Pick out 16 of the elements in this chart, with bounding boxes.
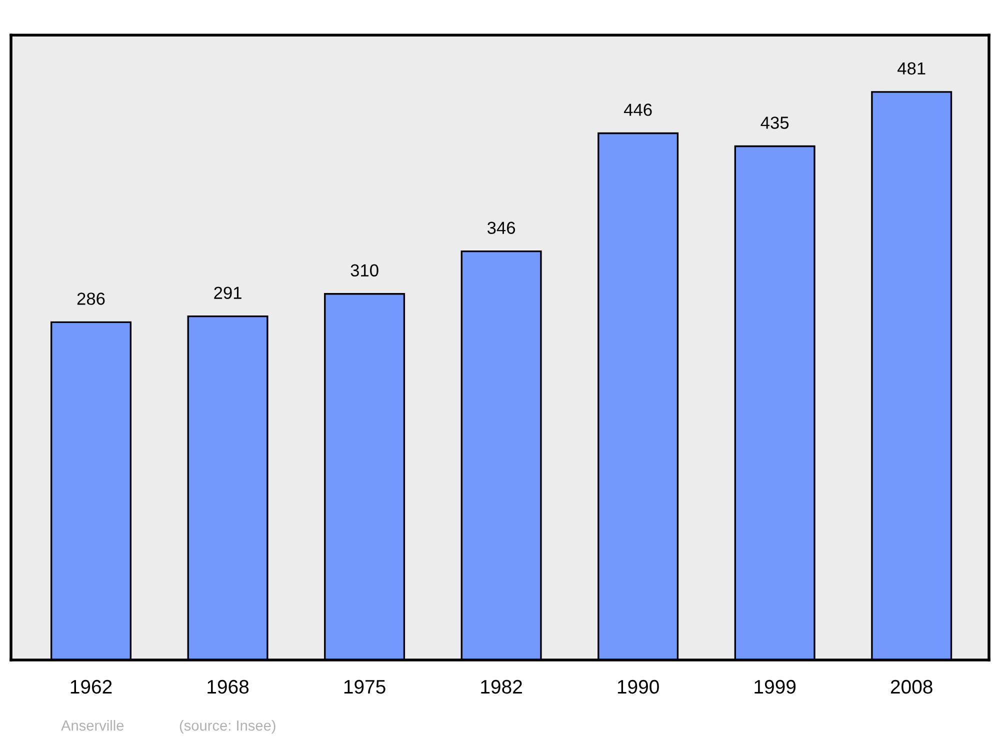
data-label: 446 xyxy=(624,104,652,116)
data-label: 291 xyxy=(214,286,242,299)
text: (source: Insee) xyxy=(180,720,276,734)
x-tick-label: 1962 xyxy=(70,680,112,694)
data-label: 346 xyxy=(487,222,516,234)
data-label: 286 xyxy=(77,292,105,305)
data-label: 310 xyxy=(350,264,378,277)
x-tick-label: 1968 xyxy=(208,680,249,694)
x-tick-label: 1990 xyxy=(618,680,659,694)
data-label: 481 xyxy=(898,62,926,75)
data-label: 435 xyxy=(760,116,789,129)
x-tick-label: 1999 xyxy=(754,680,796,694)
text: Anserville xyxy=(61,720,124,731)
x-tick-label: 1975 xyxy=(344,680,386,694)
x-tick-label: 2008 xyxy=(890,680,932,694)
x-tick-label: 1982 xyxy=(481,680,522,694)
